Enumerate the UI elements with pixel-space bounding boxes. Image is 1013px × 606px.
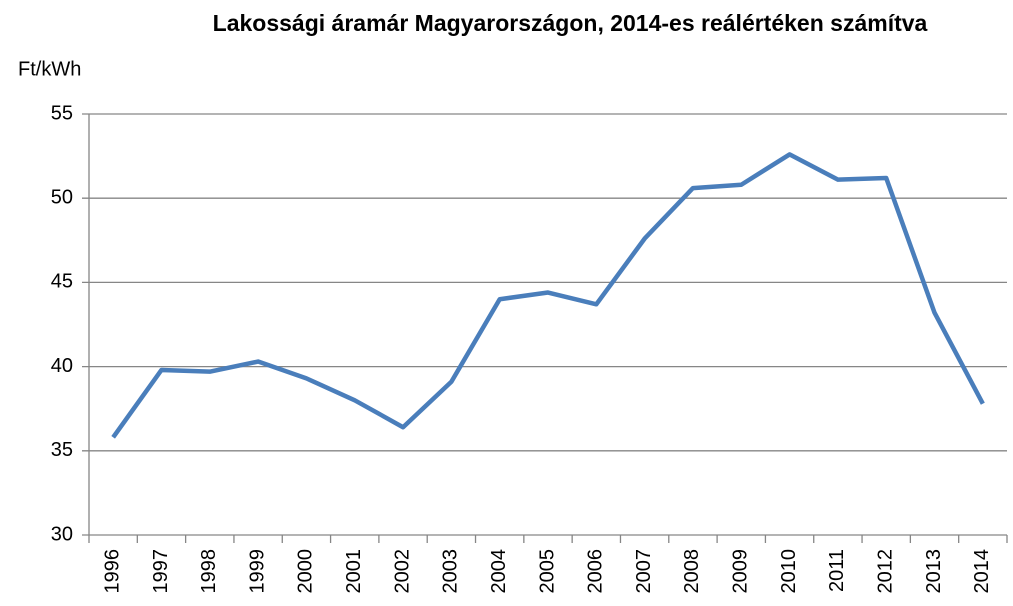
y-tick-label: 30 [51, 523, 73, 545]
y-tick-label: 55 [51, 102, 73, 124]
x-tick-label: 2008 [681, 549, 703, 594]
x-tick-label: 1998 [198, 549, 220, 594]
y-tick-label: 45 [51, 271, 73, 293]
x-tick-label: 2010 [778, 549, 800, 594]
x-tick-label: 1997 [150, 549, 172, 594]
chart-title: Lakossági áramár Magyarországon, 2014-es… [212, 10, 928, 36]
x-tick-label: 2004 [488, 549, 510, 594]
y-tick-label: 40 [51, 355, 73, 377]
y-tick-label: 50 [51, 186, 73, 208]
x-tick-label: 2000 [295, 549, 317, 594]
x-tick-label: 2002 [391, 549, 413, 594]
x-tick-label: 2005 [536, 549, 558, 594]
x-tick-label: 2006 [585, 549, 607, 594]
x-tick-label: 2011 [826, 549, 848, 592]
x-tick-label: 1999 [246, 549, 268, 594]
x-tick-label: 2013 [923, 549, 945, 594]
x-tick-label: 1996 [101, 549, 123, 594]
y-axis-label: Ft/kWh [18, 58, 81, 80]
x-tick-label: 2014 [971, 549, 993, 594]
data-line [111, 152, 985, 439]
x-tick-label: 2009 [730, 549, 752, 594]
x-tick-label: 2007 [633, 549, 655, 594]
x-tick-label: 2003 [440, 549, 462, 594]
x-tick-label: 2001 [343, 549, 365, 594]
y-tick-label: 35 [51, 439, 73, 461]
x-tick-label: 2012 [874, 549, 896, 594]
